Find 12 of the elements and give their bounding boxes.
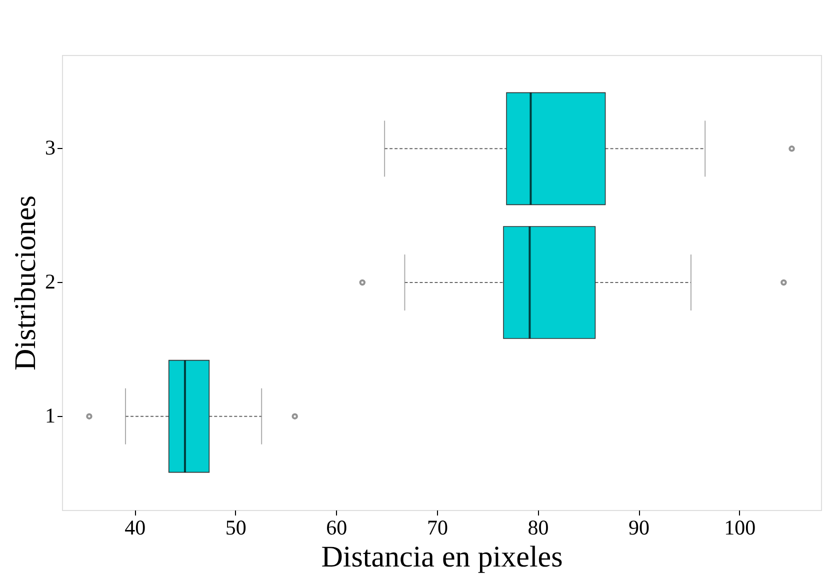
x-tick-label: 80	[528, 516, 549, 540]
y-tick-label: 1	[45, 403, 56, 428]
y-tick-label: 2	[45, 270, 56, 294]
x-tick-label: 100	[724, 516, 756, 540]
x-axis-title: Distancia en pixeles	[321, 540, 563, 574]
x-tick-label: 90	[628, 516, 650, 540]
x-tick-label: 40	[124, 516, 146, 540]
x-tick-label: 70	[426, 516, 448, 540]
y-axis-title: Distribuciones	[9, 196, 42, 370]
y-tick-label: 3	[45, 136, 56, 160]
x-tick-label: 60	[326, 516, 348, 540]
x-tick-label: 50	[225, 516, 246, 540]
